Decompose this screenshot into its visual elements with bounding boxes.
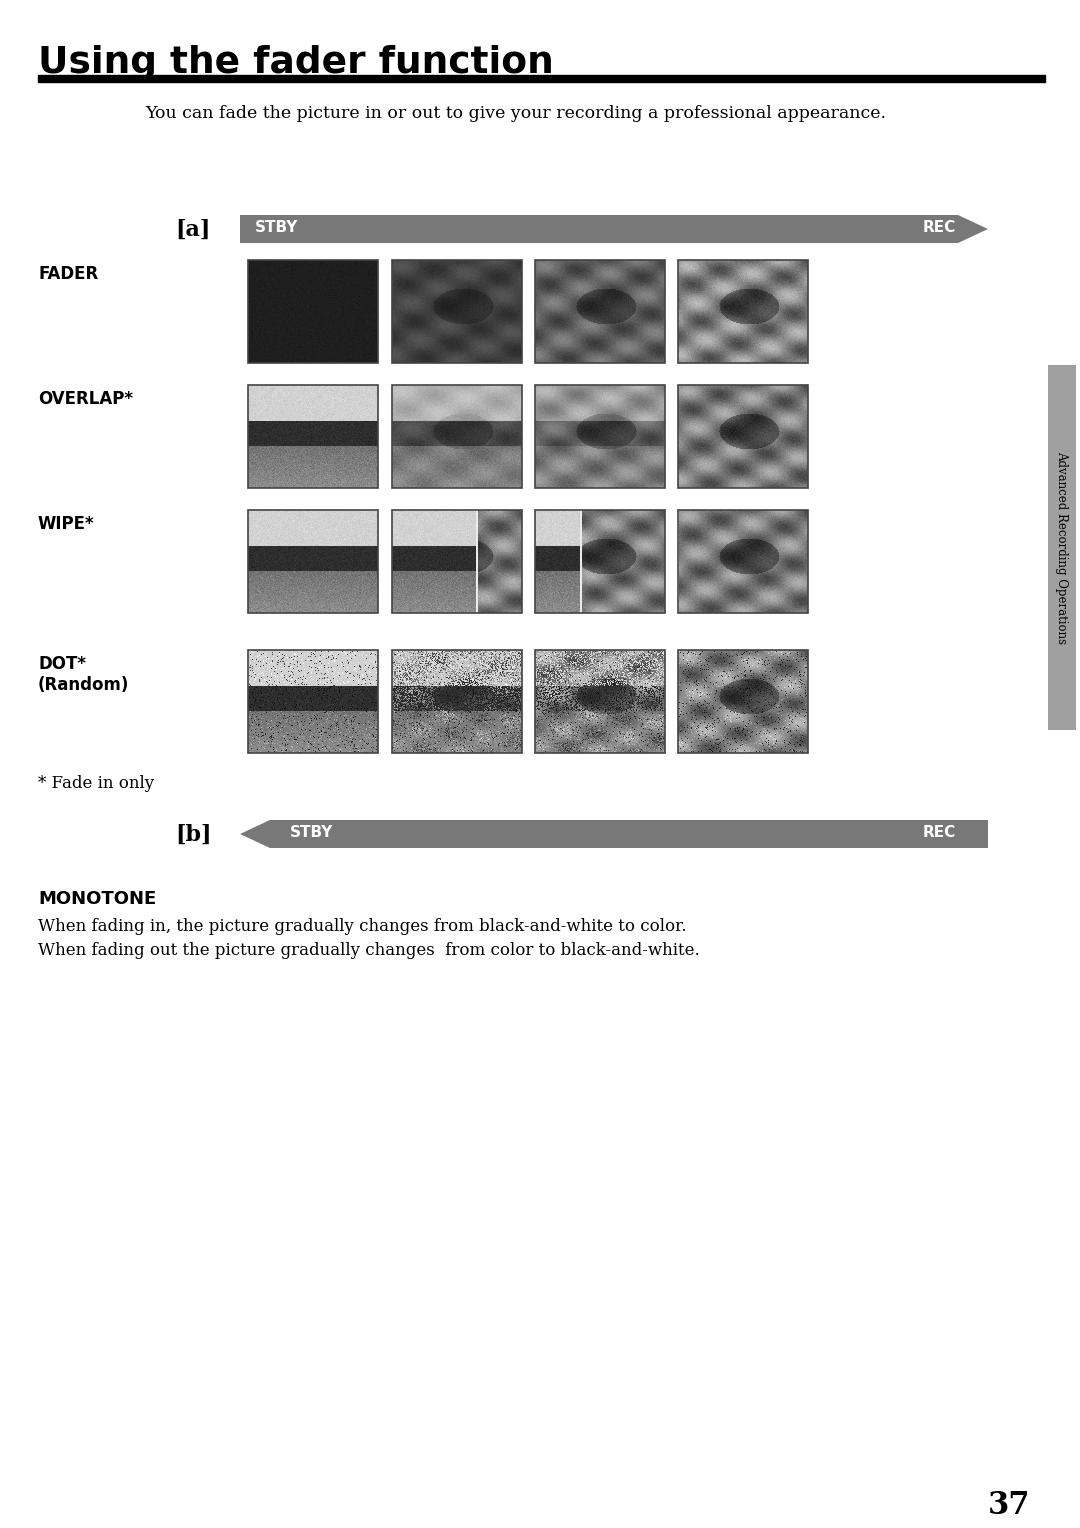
- Bar: [535, 260, 665, 364]
- Bar: [392, 260, 522, 364]
- Text: REC: REC: [923, 220, 956, 235]
- Text: MONOTONE: MONOTONE: [38, 889, 157, 908]
- Bar: [248, 510, 378, 613]
- Text: STBY: STBY: [291, 825, 334, 840]
- Bar: [678, 510, 808, 613]
- Text: You can fade the picture in or out to give your recording a professional appeara: You can fade the picture in or out to gi…: [145, 105, 886, 122]
- Bar: [535, 510, 665, 613]
- Bar: [678, 385, 808, 487]
- Bar: [248, 385, 378, 487]
- Polygon shape: [240, 215, 988, 243]
- Bar: [248, 260, 378, 364]
- Bar: [1048, 365, 1076, 730]
- Bar: [535, 649, 665, 753]
- Text: DOT*
(Random): DOT* (Random): [38, 656, 130, 694]
- Text: WIPE*: WIPE*: [38, 515, 95, 533]
- Text: [a]: [a]: [175, 219, 211, 241]
- Bar: [392, 649, 522, 753]
- Bar: [678, 260, 808, 364]
- Text: STBY: STBY: [255, 220, 298, 235]
- Text: 37: 37: [987, 1490, 1030, 1520]
- Bar: [248, 649, 378, 753]
- Text: FADER: FADER: [38, 264, 98, 283]
- Text: Using the fader function: Using the fader function: [38, 44, 554, 81]
- Text: OVERLAP*: OVERLAP*: [38, 390, 133, 408]
- Bar: [535, 385, 665, 487]
- Text: * Fade in only: * Fade in only: [38, 775, 154, 792]
- Bar: [392, 385, 522, 487]
- Text: Advanced Recording Operations: Advanced Recording Operations: [1055, 451, 1068, 645]
- Bar: [38, 75, 1045, 83]
- Text: When fading in, the picture gradually changes from black-and-white to color.: When fading in, the picture gradually ch…: [38, 918, 687, 935]
- Bar: [392, 510, 522, 613]
- Text: When fading out the picture gradually changes  from color to black-and-white.: When fading out the picture gradually ch…: [38, 941, 700, 960]
- Polygon shape: [240, 821, 988, 848]
- Text: [b]: [b]: [175, 824, 212, 847]
- Text: REC: REC: [923, 825, 956, 840]
- Bar: [678, 649, 808, 753]
